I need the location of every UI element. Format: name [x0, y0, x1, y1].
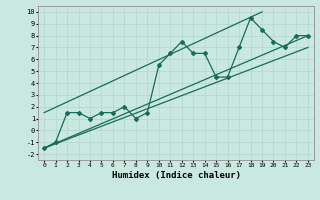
X-axis label: Humidex (Indice chaleur): Humidex (Indice chaleur) — [111, 171, 241, 180]
